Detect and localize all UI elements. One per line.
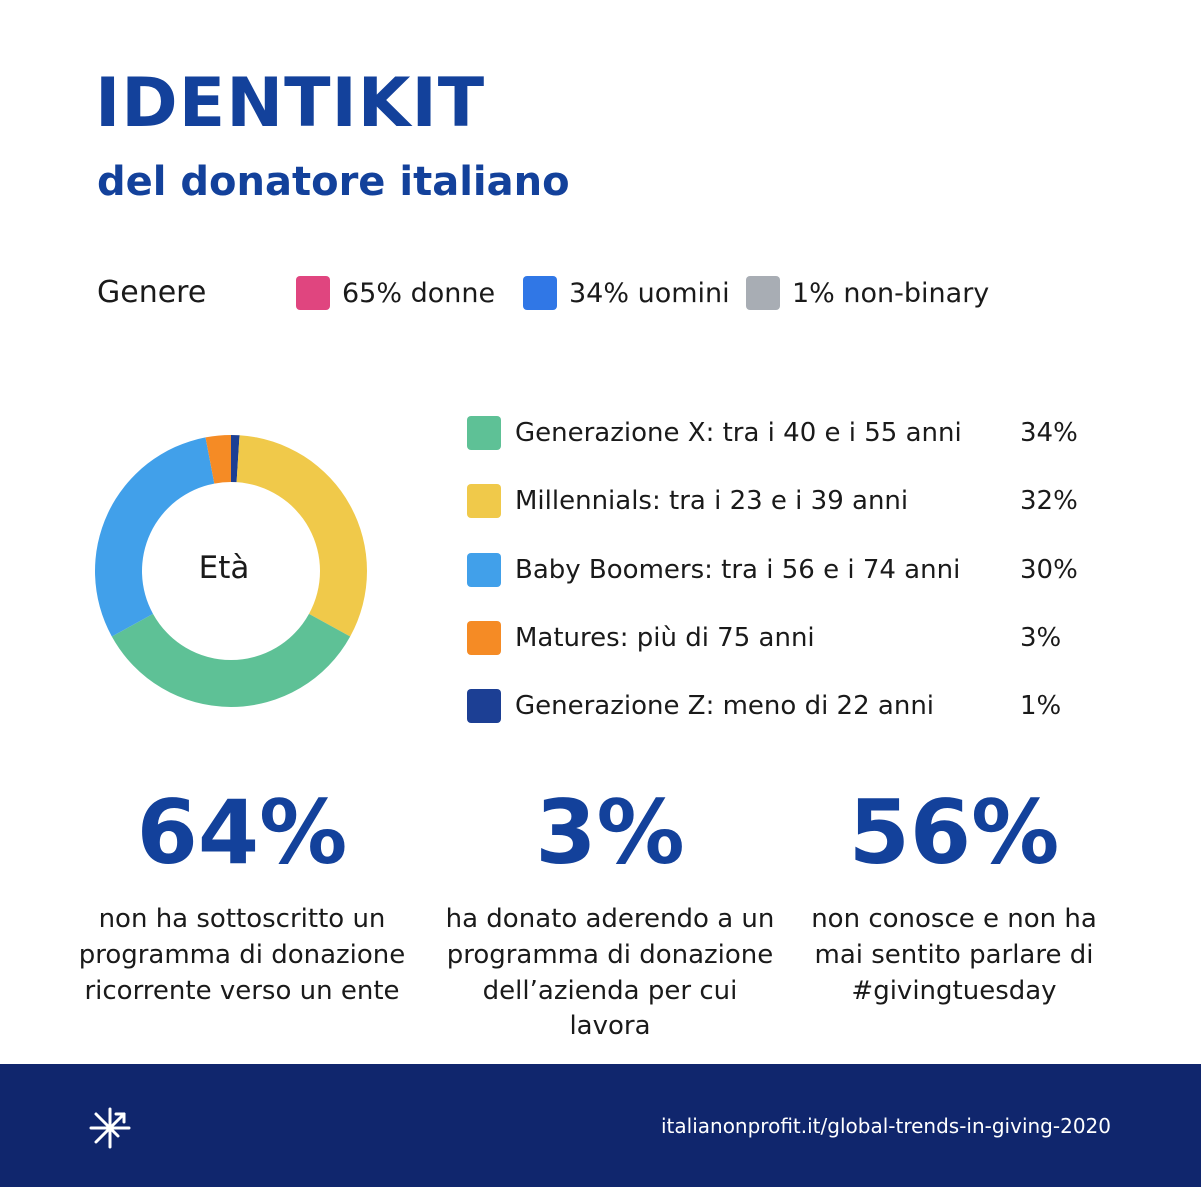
donut-slice [236, 435, 367, 637]
stat-value: 3% [535, 781, 685, 884]
age-legend-label: Millennials: tra i 23 e i 39 anni [515, 486, 909, 516]
age-swatch [467, 689, 501, 723]
age-legend-value: 30% [1020, 555, 1078, 585]
stat-block: 64% non ha sottoscritto un programma di … [77, 781, 407, 1009]
gender-legend-item-men: 34% uomini [523, 276, 730, 310]
stat-value: 64% [136, 781, 348, 884]
stat-block: 56% non conosce e non ha mai sentito par… [789, 781, 1119, 1009]
age-legend-item: Baby Boomers: tra i 56 e i 74 anni 30% [467, 553, 1078, 587]
gender-swatch-women [296, 276, 330, 310]
stat-description: non conosce e non ha mai sentito parlare… [811, 903, 1097, 1006]
stat-block: 3% ha donato aderendo a un programma di … [445, 781, 775, 1045]
donut-slice [95, 437, 215, 637]
age-swatch [467, 416, 501, 450]
age-legend-value: 34% [1020, 418, 1078, 448]
stat-description: non ha sottoscritto un programma di dona… [78, 903, 406, 1006]
age-legend-value: 32% [1020, 486, 1078, 516]
donut-slice [205, 435, 231, 484]
gender-text-women: 65% donne [342, 277, 496, 309]
gender-swatch-nonbinary [746, 276, 780, 310]
gender-legend-item-women: 65% donne [296, 276, 495, 310]
donut-center-label: Età [198, 550, 250, 586]
gender-swatch-men [523, 276, 557, 310]
gender-label: Genere [97, 275, 207, 310]
footer-bar: italianonprofit.it/global-trends-in-givi… [0, 1064, 1201, 1187]
age-legend-value: 3% [1020, 623, 1062, 653]
asterisk-logo-icon [89, 1107, 131, 1149]
age-legend-item: Generazione X: tra i 40 e i 55 anni 34% [467, 416, 1078, 450]
donut-slice [231, 435, 240, 483]
page-title: IDENTIKIT [95, 64, 486, 143]
age-donut-chart [95, 435, 367, 707]
age-legend-label: Baby Boomers: tra i 56 e i 74 anni [515, 555, 961, 585]
age-legend-item: Matures: più di 75 anni 3% [467, 621, 1061, 655]
age-swatch [467, 553, 501, 587]
age-legend-value: 1% [1020, 691, 1062, 721]
gender-text-nonbinary: 1% non-binary [792, 277, 990, 309]
age-legend-item: Millennials: tra i 23 e i 39 anni 32% [467, 484, 1078, 518]
stat-value: 56% [848, 781, 1060, 884]
age-swatch [467, 484, 501, 518]
age-legend-label: Generazione Z: meno di 22 anni [515, 691, 935, 721]
stat-description: ha donato aderendo a un programma di don… [445, 903, 775, 1042]
age-legend-label: Generazione X: tra i 40 e i 55 anni [515, 418, 962, 448]
gender-text-men: 34% uomini [569, 277, 730, 309]
gender-legend-item-nonbinary: 1% non-binary [746, 276, 989, 310]
footer-url-link[interactable]: italianonprofit.it/global-trends-in-givi… [661, 1114, 1111, 1138]
age-legend-label: Matures: più di 75 anni [515, 623, 815, 653]
donut-slice [111, 613, 351, 707]
age-swatch [467, 621, 501, 655]
page-subtitle: del donatore italiano [97, 159, 570, 205]
age-legend-item: Generazione Z: meno di 22 anni 1% [467, 689, 1061, 723]
